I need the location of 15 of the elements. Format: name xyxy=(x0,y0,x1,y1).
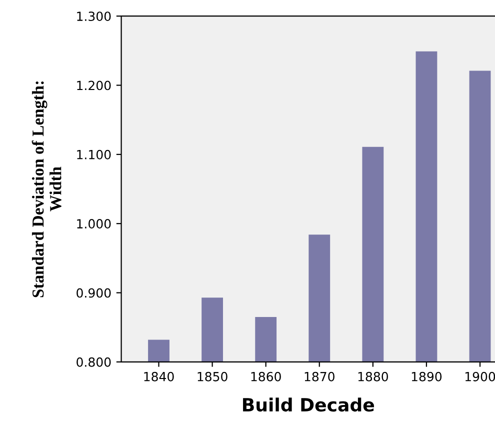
y-tick-label: 1.200 xyxy=(77,80,111,90)
y-tick-label: 0.800 xyxy=(76,357,111,367)
x-tick-label: 1890 xyxy=(412,372,442,382)
x-tick-label: 1840 xyxy=(144,372,174,382)
y-tick-label: 1.300 xyxy=(77,12,111,22)
x-tick-label: 1880 xyxy=(358,372,388,382)
y-axis-title: Standard Deviation of Length: Width xyxy=(32,81,62,298)
y-tick-label: 1.000 xyxy=(77,219,111,229)
y-tick-label: 0.900 xyxy=(76,288,111,298)
x-tick-label: 1860 xyxy=(251,372,281,382)
x-tick-label: 1870 xyxy=(304,372,334,382)
x-axis-title: Build Decade xyxy=(243,398,374,412)
x-tick-label: 1850 xyxy=(198,372,228,382)
y-tick-label: 1.100 xyxy=(77,150,111,160)
x-tick-label: 1900 xyxy=(465,372,495,382)
